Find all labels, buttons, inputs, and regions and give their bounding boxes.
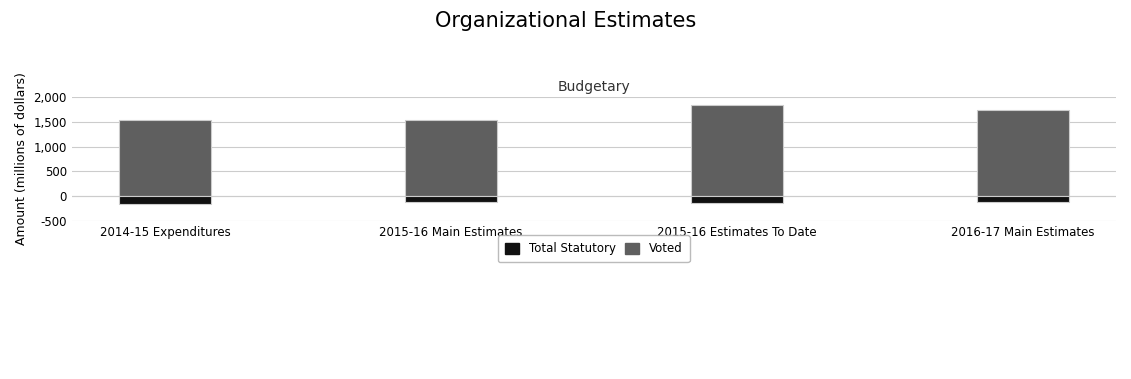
- Bar: [977, 110, 1069, 196]
- Bar: [691, 105, 783, 196]
- Bar: [977, 196, 1069, 202]
- Bar: [405, 120, 497, 196]
- Text: Organizational Estimates: Organizational Estimates: [435, 11, 696, 31]
- Bar: [119, 120, 210, 196]
- Y-axis label: Amount (millions of dollars): Amount (millions of dollars): [15, 72, 28, 246]
- Bar: [691, 196, 783, 203]
- Title: Budgetary: Budgetary: [558, 80, 630, 94]
- Bar: [119, 196, 210, 204]
- Bar: [405, 196, 497, 202]
- Legend: Total Statutory, Voted: Total Statutory, Voted: [498, 235, 690, 262]
